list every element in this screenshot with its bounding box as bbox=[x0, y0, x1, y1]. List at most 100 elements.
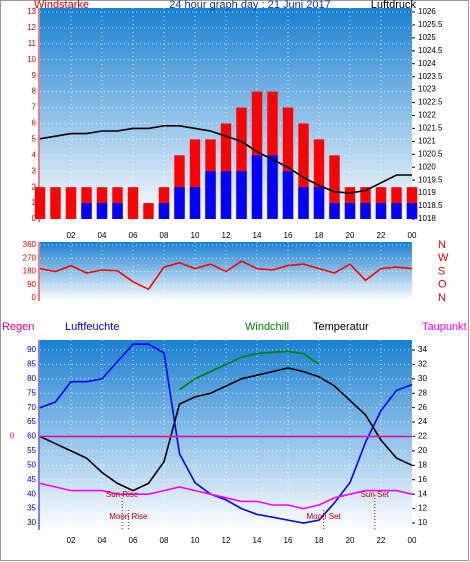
x-tick-label: 08 bbox=[160, 231, 169, 240]
y2-tick-label: 1021 bbox=[418, 136, 436, 145]
x-tick-label: 00 bbox=[408, 536, 417, 545]
y-tick-label: 40 bbox=[27, 489, 36, 498]
x-tick-label: 20 bbox=[346, 536, 355, 545]
wind-bar bbox=[189, 139, 201, 219]
wind-bar bbox=[251, 155, 263, 219]
x-tick-label: 16 bbox=[284, 231, 293, 240]
x-tick-label: 22 bbox=[377, 536, 386, 545]
y-tick-label: 70 bbox=[27, 403, 36, 412]
x-tick-label: 14 bbox=[253, 231, 262, 240]
y-axis-title: Windstarke bbox=[34, 0, 89, 11]
y-tick-label: 10 bbox=[27, 55, 36, 64]
x-tick-label: 02 bbox=[67, 231, 76, 240]
wind-bar bbox=[50, 187, 61, 219]
series-header: Regen bbox=[2, 321, 34, 333]
y-tick-label: 90 bbox=[27, 345, 36, 354]
series-line bbox=[39, 482, 413, 510]
series-line bbox=[39, 125, 412, 194]
wind-bar bbox=[298, 187, 309, 219]
wind-bar bbox=[96, 203, 108, 219]
y2-tick-label: 28 bbox=[418, 388, 427, 397]
y2-tick-label: 1019.5 bbox=[418, 175, 443, 184]
y-tick-label: 5 bbox=[32, 134, 37, 143]
x-tick-label: 10 bbox=[191, 536, 200, 545]
wind-bar bbox=[127, 187, 139, 219]
y2-tick-label: 12 bbox=[418, 504, 427, 513]
y-tick-label: 60 bbox=[27, 432, 36, 441]
y-tick-label: 4 bbox=[32, 150, 37, 159]
x-tick-label: 14 bbox=[253, 536, 262, 545]
y-tick-label: 65 bbox=[27, 417, 36, 426]
x-tick-label: 16 bbox=[284, 536, 293, 545]
wind-bar bbox=[329, 155, 340, 219]
y2-tick-label: 22 bbox=[418, 432, 427, 441]
wind-bar bbox=[143, 203, 154, 219]
y-tick-label: 13 bbox=[27, 7, 36, 16]
y2-tick-label: 1019 bbox=[418, 188, 436, 197]
y2-tick-label: 24 bbox=[418, 417, 427, 426]
wind-bar bbox=[220, 171, 232, 219]
wind-bar bbox=[313, 187, 325, 219]
event-label: Sun Set bbox=[361, 490, 390, 499]
y2-tick-label: 1022.5 bbox=[418, 98, 443, 107]
y-tick-label: 9 bbox=[32, 71, 37, 80]
y2-tick-label: 1020 bbox=[418, 162, 436, 171]
y2-tick-label: 10 bbox=[418, 518, 427, 527]
x-tick-label: 02 bbox=[67, 536, 76, 545]
y-tick-label: 75 bbox=[27, 388, 36, 397]
y3-tick-label: 0 bbox=[10, 432, 15, 441]
series-line bbox=[39, 367, 413, 492]
y-tick-label: 0 bbox=[32, 214, 37, 223]
wind-bar bbox=[313, 139, 325, 219]
wind-bar bbox=[267, 155, 278, 219]
direction-label: N bbox=[438, 239, 446, 251]
y2-tick-label: 1018 bbox=[418, 214, 436, 223]
x-tick-label: 18 bbox=[315, 231, 324, 240]
y2-tick-label: 1020.5 bbox=[418, 149, 443, 158]
y-tick-label: 360 bbox=[23, 240, 37, 249]
series-header: Windchill bbox=[245, 321, 289, 333]
x-tick-label: 08 bbox=[160, 536, 169, 545]
y-tick-label: 55 bbox=[27, 446, 36, 455]
y2-tick-label: 20 bbox=[418, 446, 427, 455]
y-tick-label: 50 bbox=[27, 460, 36, 469]
y2-tick-label: 26 bbox=[418, 403, 427, 412]
series-line bbox=[179, 350, 320, 391]
series-line bbox=[39, 260, 413, 291]
y2-tick-label: 1024 bbox=[418, 59, 436, 68]
y2-tick-label: 1024.5 bbox=[418, 46, 443, 55]
y2-tick-label: 14 bbox=[418, 489, 427, 498]
y2-tick-label: 1018.5 bbox=[418, 201, 443, 210]
x-tick-label: 20 bbox=[346, 231, 355, 240]
y2-tick-label: 1023 bbox=[418, 85, 436, 94]
y2-tick-label: 1026 bbox=[418, 7, 436, 16]
wind-bar bbox=[158, 203, 170, 219]
series-header: Luftfeuchte bbox=[65, 321, 119, 333]
wind-bar bbox=[391, 203, 402, 219]
wind-bar bbox=[34, 187, 46, 219]
series-header: Taupunkt bbox=[422, 321, 467, 333]
y-tick-label: 45 bbox=[27, 475, 36, 484]
y2-tick-label: 18 bbox=[418, 460, 427, 469]
x-tick-label: 00 bbox=[408, 231, 417, 240]
y2-tick-label: 16 bbox=[418, 475, 427, 484]
y2-tick-label: 1022 bbox=[418, 111, 436, 120]
x-tick-label: 06 bbox=[129, 536, 138, 545]
y-tick-label: 0 bbox=[32, 293, 37, 302]
y-tick-label: 270 bbox=[23, 253, 37, 262]
direction-label: S bbox=[438, 265, 445, 277]
event-label: Moon Rise bbox=[109, 512, 148, 521]
series-line bbox=[39, 343, 413, 524]
y2-tick-label: 30 bbox=[418, 374, 427, 383]
chart-title: 24 hour graph day : 21 Juni 2017 bbox=[169, 0, 330, 11]
wind-bar bbox=[360, 203, 371, 219]
y-tick-label: 80 bbox=[27, 374, 36, 383]
event-label: Moon Set bbox=[307, 512, 342, 521]
y-tick-label: 6 bbox=[32, 119, 37, 128]
y-tick-label: 8 bbox=[32, 87, 37, 96]
direction-label: N bbox=[438, 292, 446, 304]
wind-bar bbox=[81, 203, 92, 219]
wind-bar bbox=[189, 187, 201, 219]
y2-tick-label: 1023.5 bbox=[418, 72, 443, 81]
wind-bar bbox=[236, 171, 247, 219]
